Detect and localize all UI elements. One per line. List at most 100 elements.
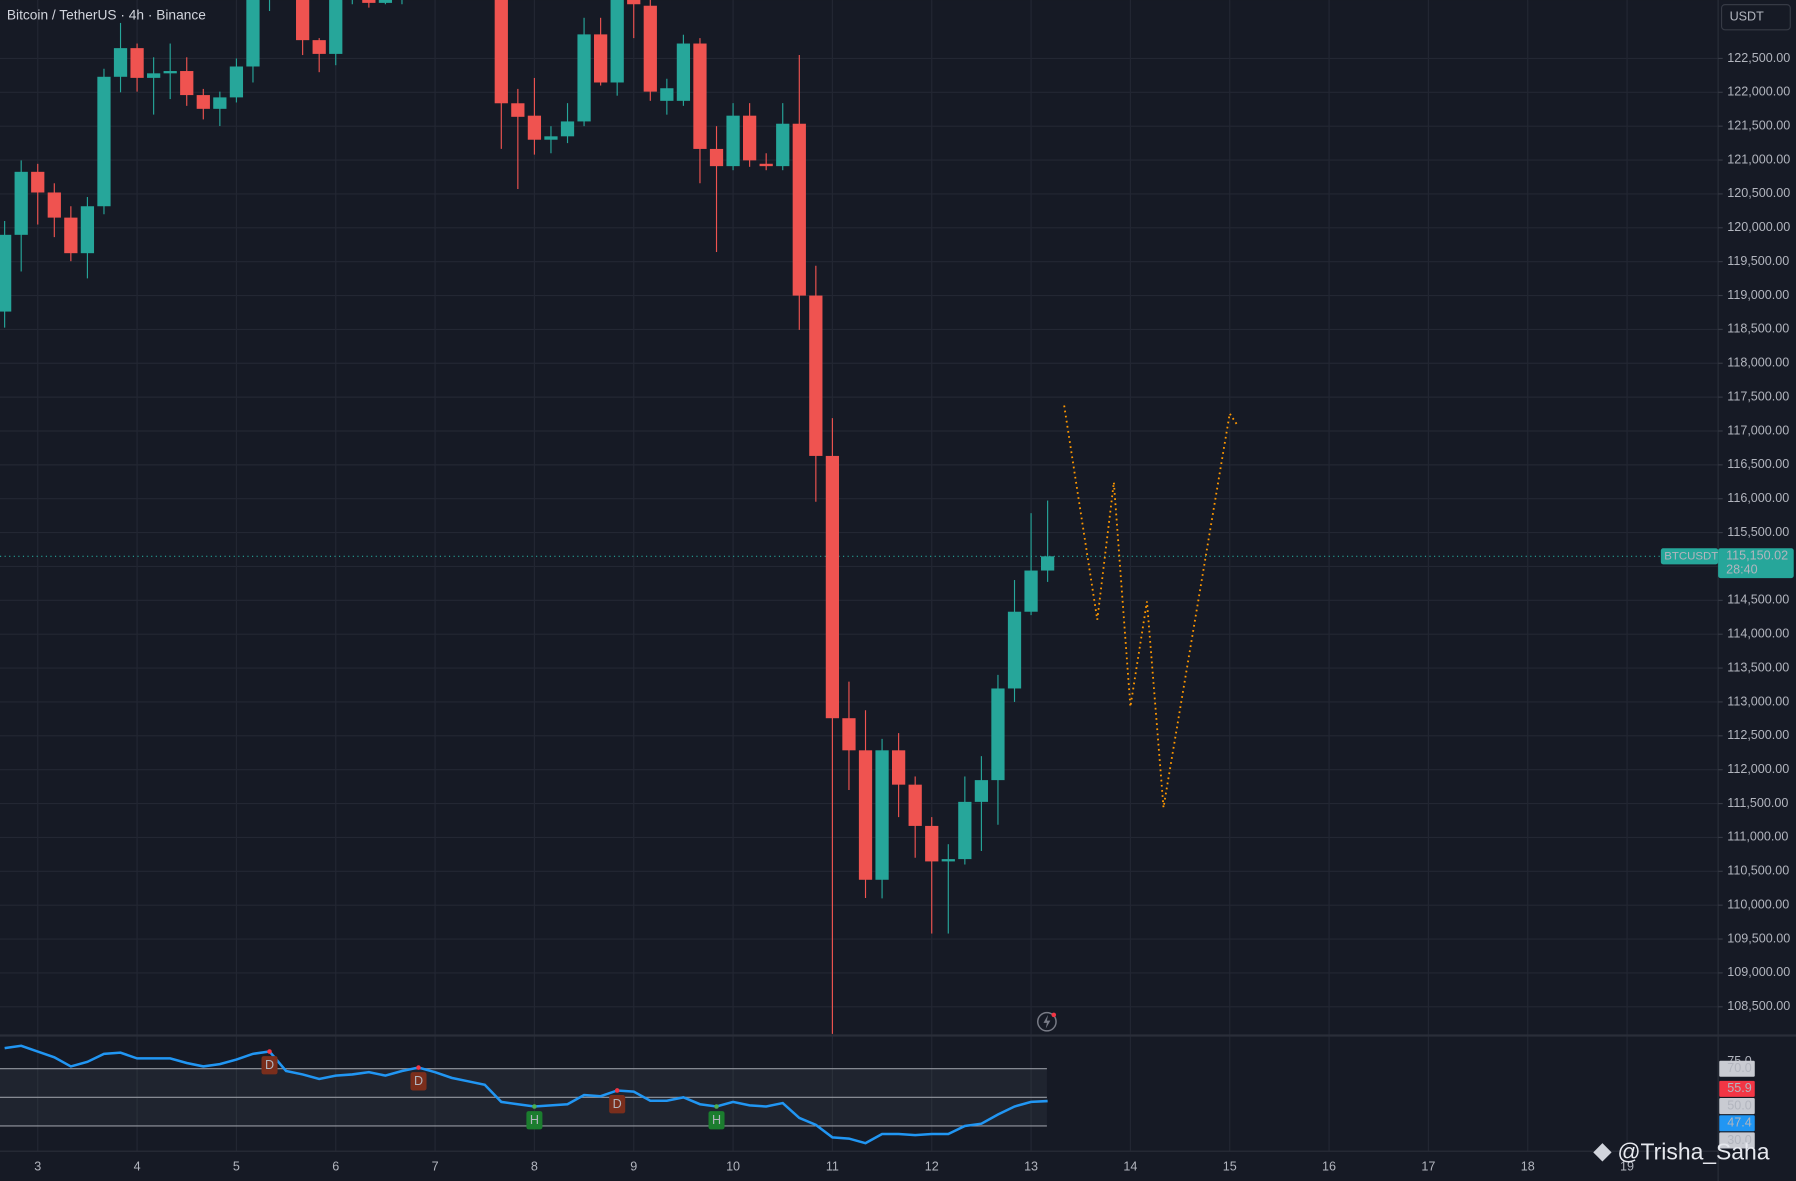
x-tick-label: 16 — [1322, 1160, 1336, 1174]
price-pane — [0, 0, 1239, 1034]
y-tick-label: 118,500.00 — [1727, 322, 1789, 336]
alert-icon[interactable] — [1036, 1011, 1057, 1032]
candle-body — [594, 34, 608, 83]
candle-body — [842, 718, 856, 751]
x-tick-label: 9 — [630, 1160, 637, 1174]
candle-body — [991, 688, 1005, 781]
y-tick-label: 113,500.00 — [1727, 660, 1789, 674]
divergence-label: D — [265, 1058, 274, 1072]
x-tick-label: 3 — [34, 1160, 41, 1174]
divergence-point — [714, 1104, 719, 1109]
candle-body — [875, 750, 889, 880]
x-tick-label: 4 — [134, 1160, 141, 1174]
x-tick-label: 8 — [531, 1160, 538, 1174]
candle-body — [643, 5, 657, 92]
x-tick-label: 5 — [233, 1160, 240, 1174]
alert-circle — [1036, 1011, 1057, 1032]
rsi-value-label: 55.9 — [1727, 1081, 1751, 1095]
symbol-tag-label: BTCUSDT — [1664, 550, 1718, 562]
chart-title: Bitcoin / TetherUS · 4h · Binance — [7, 8, 206, 23]
x-tick-label: 14 — [1123, 1160, 1137, 1174]
candle-body — [858, 750, 873, 880]
candle-body — [726, 115, 740, 167]
price-tag-label: 115,150.02 — [1726, 549, 1788, 563]
candle-body — [31, 171, 45, 193]
x-tick-label: 15 — [1223, 1160, 1237, 1174]
candle-body — [776, 123, 790, 167]
candle-body — [709, 148, 724, 167]
y-tick-label: 116,000.00 — [1727, 491, 1789, 505]
y-tick-label: 120,500.00 — [1727, 186, 1790, 200]
rsi-value-label: 50.0 — [1727, 1098, 1751, 1112]
candle-body — [560, 121, 575, 137]
divergence-point — [532, 1104, 537, 1109]
y-tick-label: 117,500.00 — [1727, 389, 1789, 403]
rsi-value-box — [1719, 1098, 1755, 1115]
candle-body — [113, 48, 128, 77]
candle-body — [80, 206, 95, 254]
y-tick-label: 111,000.00 — [1727, 830, 1788, 844]
candle-body — [792, 123, 806, 296]
x-tick-label: 11 — [826, 1160, 839, 1174]
price-tag — [1718, 548, 1794, 579]
candle-body — [825, 455, 840, 719]
candle-body — [1024, 570, 1038, 612]
divergence-box — [708, 1111, 725, 1130]
x-tick-label: 18 — [1521, 1160, 1535, 1174]
y-tick-label: 119,000.00 — [1727, 288, 1789, 302]
candle-body — [97, 76, 111, 207]
watermark-text: @Trisha_Saha — [1617, 1139, 1769, 1165]
x-tick-label: 6 — [332, 1160, 339, 1174]
y-tick-label: 113,000.00 — [1727, 694, 1789, 708]
candle-body — [743, 115, 757, 161]
candle-body — [147, 73, 161, 78]
y-tick-label: 114,000.00 — [1727, 627, 1789, 641]
candle-body — [163, 71, 177, 74]
candle-body — [329, 0, 343, 54]
candle-body — [941, 859, 955, 862]
divergence-label: D — [414, 1074, 423, 1088]
y-tick-label: 118,000.00 — [1727, 356, 1789, 370]
divergence-box — [261, 1056, 278, 1075]
y-tick-label: 121,500.00 — [1727, 118, 1790, 132]
y-tick-label: 108,500.00 — [1727, 999, 1790, 1013]
candle-body — [627, 0, 641, 5]
y-tick-label: 122,500.00 — [1727, 51, 1790, 65]
candle-body — [196, 95, 210, 109]
candle-body — [47, 192, 61, 218]
countdown: 28:40 — [1726, 562, 1757, 576]
x-tick-label: 12 — [925, 1160, 939, 1174]
divergence-label: H — [712, 1113, 721, 1127]
currency-box[interactable] — [1720, 4, 1791, 31]
x-tick-label: 17 — [1421, 1160, 1435, 1174]
candle-body — [1040, 556, 1055, 571]
candle-body — [1007, 611, 1022, 689]
divergence-box — [526, 1111, 543, 1130]
divergence-point — [614, 1088, 620, 1093]
candle-body — [312, 40, 326, 54]
divergence-point — [267, 1049, 272, 1054]
candle-body — [246, 0, 260, 67]
candle-body — [610, 0, 624, 83]
symbol-tag — [1660, 548, 1719, 565]
divergence-box — [410, 1072, 427, 1091]
candle-body — [213, 97, 227, 109]
candle-body — [925, 825, 939, 862]
y-tick-label: 109,000.00 — [1727, 965, 1790, 979]
candle-body — [809, 295, 823, 456]
candle-body — [511, 103, 525, 117]
divergence-label: H — [530, 1113, 539, 1127]
candle-body — [362, 0, 376, 3]
y-tick-label: 110,500.00 — [1727, 864, 1789, 878]
candle-body — [0, 234, 12, 312]
candle-body — [676, 43, 691, 101]
rsi-value-label: 47.4 — [1727, 1116, 1751, 1130]
candle-body — [64, 217, 78, 254]
y-tick-label: 116,500.00 — [1727, 457, 1789, 471]
candle-body — [14, 171, 28, 235]
y-tick-label: 114,500.00 — [1727, 593, 1789, 607]
rsi-value-box — [1719, 1132, 1755, 1149]
rsi-value-box — [1719, 1060, 1755, 1077]
